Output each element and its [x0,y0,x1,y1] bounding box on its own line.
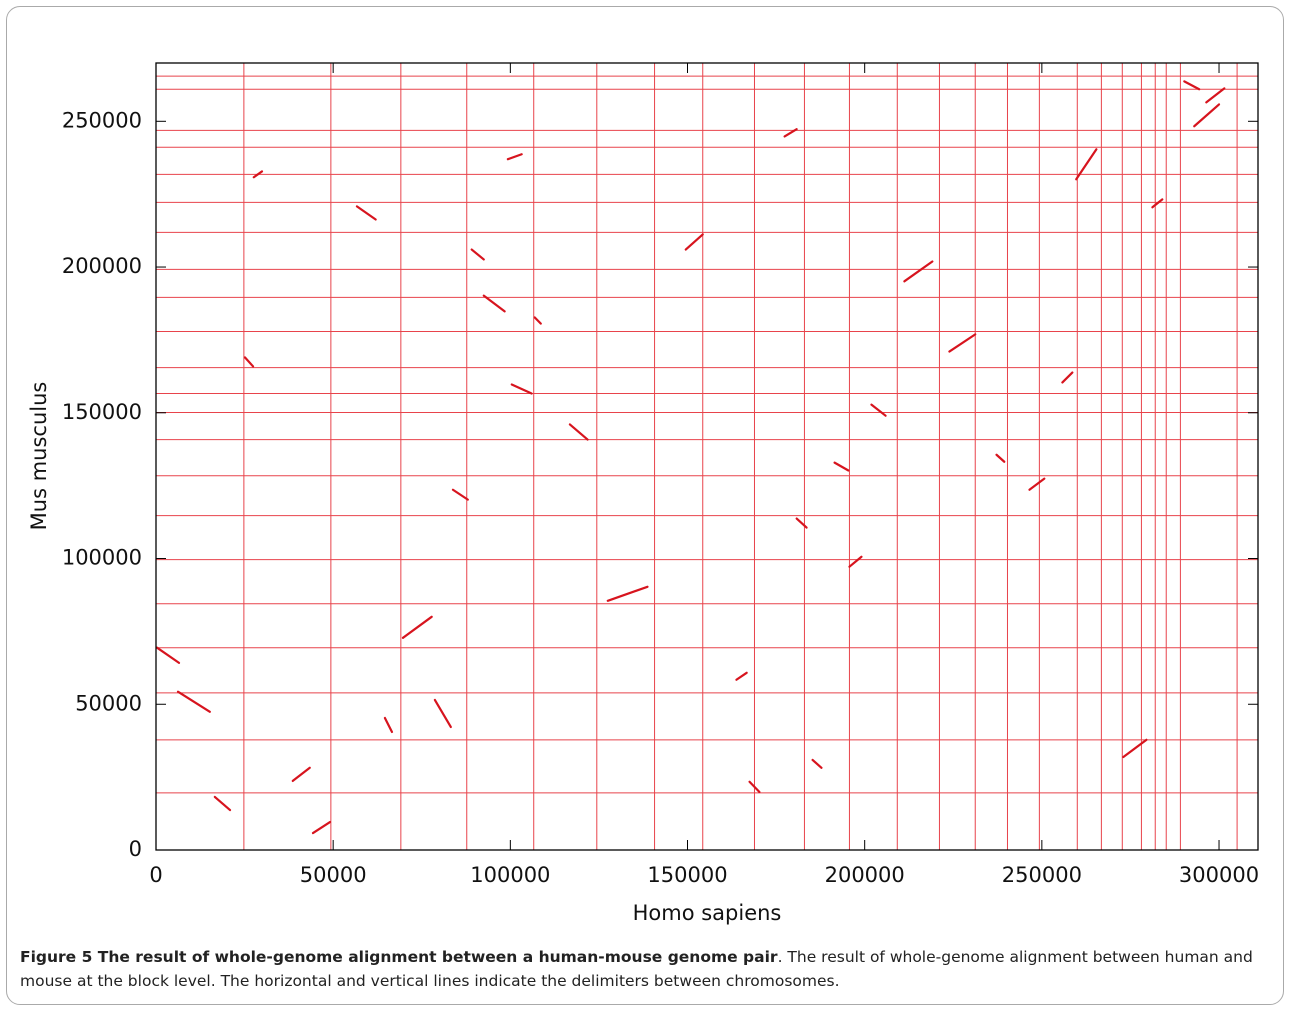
caption: Figure 5 The result of whole-genome alig… [20,945,1270,993]
alignment-segment [783,128,798,138]
alignment-segment [291,766,311,783]
alignment-segment [811,758,823,769]
alignment-segment [1193,103,1221,128]
alignment-segment [533,316,542,325]
chart: Homo sapiens Mus musculus 0 50000 100000 15… [27,62,1259,925]
alignment-segment [606,585,649,602]
alignment-segment [1205,87,1226,104]
caption-title: Figure 5 The result of whole-genome alig… [20,948,778,966]
alignment-segment [213,795,232,812]
x-tick-label: 0 [149,863,162,887]
y-tick-label: 50000 [75,691,142,715]
alignment-segment [176,690,211,713]
x-tick-label: 150000 [647,863,727,887]
alignment-segment [1028,477,1046,491]
alignment-segment [1122,738,1148,759]
caption-text: . The result of whole-genome alignment b… [20,948,1253,990]
alignment-segment [506,153,523,161]
x-tick-label: 250000 [1002,863,1082,887]
y-tick-label: 200000 [62,254,142,278]
alignment-segment [848,555,863,568]
alignment-segment [1183,80,1201,91]
x-axis-label: Homo sapiens [633,901,782,925]
alignment-segment [401,615,433,639]
x-tick-label: 300000 [1179,863,1259,887]
plot-border [155,62,1259,851]
alignment-segment [995,453,1006,463]
y-tick-label: 150000 [62,400,142,424]
alignment-segment [433,698,452,729]
alignment-segment [383,716,394,734]
alignment-segment [903,260,934,283]
alignment-segment [243,356,255,368]
alignment-segment [735,671,748,681]
alignment-segment [470,248,485,261]
alignment-segment [451,488,469,501]
alignment-segment [1151,198,1164,209]
x-tick-label: 100000 [470,863,550,887]
alignment-segment [795,517,808,529]
y-tick-label: 100000 [62,546,142,570]
alignment-segment [355,205,377,221]
alignment-segment [510,383,533,395]
alignment-segment [684,233,704,251]
x-tick-label: 200000 [825,863,905,887]
alignment-segment [833,461,850,472]
alignment-segment [311,820,332,835]
alignment-segment [155,646,181,664]
alignment-segment [748,780,761,794]
alignment-segment [948,333,977,353]
y-axis-label: Mus musculus [27,382,51,531]
alignment-segment [870,403,887,417]
x-tick-label: 50000 [300,863,367,887]
alignment-segment [1061,371,1074,384]
y-tick-label: 0 [129,837,142,861]
alignment-segment [252,170,264,179]
y-tick-label: 250000 [62,108,142,132]
alignment-segment [482,294,506,313]
alignment-segment [1075,148,1098,181]
alignment-segment [568,423,589,441]
figure-frame [6,6,1284,1005]
